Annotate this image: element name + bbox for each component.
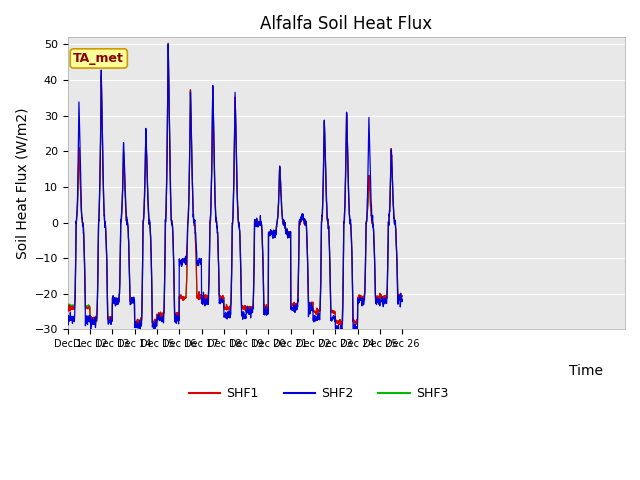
SHF1 xyxy=(286,231,294,237)
SHF2 xyxy=(329,315,337,321)
SHF2 xyxy=(398,299,406,304)
X-axis label: Time: Time xyxy=(569,364,603,378)
SHF3 xyxy=(176,293,184,299)
SHF3 xyxy=(149,323,157,329)
Line: SHF3: SHF3 xyxy=(68,43,402,326)
SHF1 xyxy=(149,324,157,329)
Y-axis label: Soil Heat Flux (W/m2): Soil Heat Flux (W/m2) xyxy=(15,108,29,259)
SHF3 xyxy=(130,298,138,303)
SHF1 xyxy=(138,295,146,300)
SHF2 xyxy=(176,261,184,267)
SHF3 xyxy=(64,301,72,307)
SHF1 xyxy=(130,298,138,303)
SHF3 xyxy=(359,296,367,302)
SHF1 xyxy=(398,293,406,299)
Legend: SHF1, SHF2, SHF3: SHF1, SHF2, SHF3 xyxy=(184,382,453,405)
SHF3 xyxy=(286,231,294,237)
SHF3 xyxy=(330,309,337,315)
SHF2 xyxy=(359,298,367,304)
Line: SHF2: SHF2 xyxy=(68,44,402,335)
SHF2 xyxy=(130,298,138,303)
SHF3 xyxy=(398,293,406,299)
Title: Alfalfa Soil Heat Flux: Alfalfa Soil Heat Flux xyxy=(260,15,433,33)
SHF2 xyxy=(285,229,293,235)
SHF3 xyxy=(164,40,172,46)
Text: TA_met: TA_met xyxy=(74,52,124,65)
SHF1 xyxy=(164,40,172,46)
SHF2 xyxy=(164,41,172,47)
SHF2 xyxy=(138,296,146,302)
Line: SHF1: SHF1 xyxy=(68,43,402,326)
SHF1 xyxy=(64,303,72,309)
SHF3 xyxy=(138,295,146,300)
SHF1 xyxy=(330,309,337,315)
SHF2 xyxy=(352,332,360,338)
SHF1 xyxy=(176,293,184,299)
SHF2 xyxy=(64,314,72,320)
SHF1 xyxy=(359,296,367,302)
